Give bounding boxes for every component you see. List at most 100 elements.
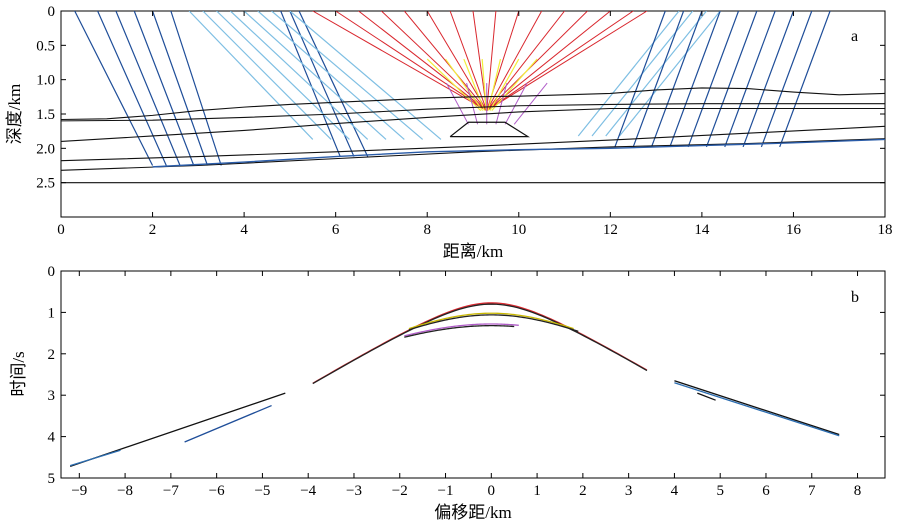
travel-time-segment [69, 449, 121, 467]
x-tick-label: −1 [438, 483, 454, 499]
panel-b-ylabel: 时间/s [9, 351, 28, 396]
x-tick-label: −5 [254, 483, 270, 499]
ray-path [97, 11, 167, 166]
x-tick-label: 10 [511, 222, 526, 238]
ray-red [449, 11, 488, 111]
x-tick-label: 12 [603, 222, 618, 238]
ray-path [687, 11, 740, 148]
x-tick-label: 0 [488, 483, 496, 499]
ray-path [202, 11, 332, 140]
ray-yellow [445, 58, 484, 111]
ray-path [115, 11, 181, 166]
panel-b-label: b [851, 289, 859, 306]
travel-time-segment [674, 382, 840, 437]
ray-path [669, 11, 721, 148]
interface-horizon-2 [61, 107, 885, 143]
x-tick-label: 6 [762, 483, 770, 499]
y-tick-label: 2.5 [36, 176, 55, 192]
ray-path [760, 11, 813, 148]
ray-path [619, 11, 721, 137]
curve-reflect-2 [404, 323, 519, 337]
ray-path [705, 11, 758, 148]
ray-path [151, 11, 209, 166]
interface-horizon-3 [61, 125, 885, 162]
ray-purple [495, 82, 508, 125]
panel-a-xlabel: 距离/km [443, 242, 503, 261]
ray-red [335, 11, 488, 111]
x-tick-label: 2 [579, 483, 587, 499]
ray-path [289, 11, 355, 157]
interface-horizon-1 [61, 103, 885, 122]
panel-a-plot-area [61, 11, 885, 184]
ray-red [358, 11, 488, 111]
x-tick-label: 16 [786, 222, 802, 238]
y-tick-label: 3 [48, 388, 56, 404]
ray-purple [446, 82, 469, 125]
travel-time-segment [184, 404, 272, 443]
panel-a-frame [60, 10, 886, 218]
x-tick-label: 3 [625, 483, 633, 499]
y-tick-label: 1.5 [36, 107, 55, 123]
ray-path [577, 11, 680, 137]
x-tick-label: 18 [878, 222, 893, 238]
panel-a-axes: 0 2 4 6 8 10 12 14 16 18 0 0.5 1.0 1.5 2.0 2.5 [36, 4, 892, 238]
x-tick-label: −4 [300, 483, 316, 499]
ray-yellow [487, 58, 502, 111]
ray-purple [504, 82, 528, 125]
panel-b-axes: −9 −8 −7 −6 −5 −4 −3 −2 −1 0 1 2 3 4 5 6 7 8 0 1 2 3 4 5 [48, 264, 885, 499]
y-tick-label: 0 [48, 4, 56, 20]
x-tick-label: −9 [71, 483, 87, 499]
ray-yellow [426, 58, 482, 112]
x-tick-label: 0 [57, 222, 65, 238]
structure-outline [449, 121, 531, 138]
ray-path [298, 11, 369, 157]
ray-red [312, 11, 487, 112]
y-tick-label: 0 [48, 264, 56, 280]
curve-direct-black [312, 303, 648, 385]
ray-purple [513, 82, 548, 125]
y-tick-label: 2 [48, 347, 56, 363]
y-tick-label: 1 [48, 305, 56, 321]
ray-red [381, 11, 488, 111]
ray-purple [466, 82, 479, 125]
panel-b: −9 −8 −7 −6 −5 −4 −3 −2 −1 0 1 2 3 4 5 6 7 8 0 1 2 3 4 5 b 偏移距/… [9, 264, 886, 522]
x-tick-label: 2 [149, 222, 157, 238]
x-tick-label: 7 [808, 483, 816, 499]
ray-red [426, 11, 488, 111]
panel-b-xlabel: 偏移距/km [434, 503, 511, 522]
deep-reflector [152, 138, 885, 168]
ray-path [74, 11, 154, 166]
interface-seafloor [61, 87, 885, 121]
ray-path [280, 11, 341, 157]
x-tick-label: 4 [671, 483, 679, 499]
y-tick-label: 1.0 [36, 73, 55, 89]
x-tick-label: −2 [392, 483, 408, 499]
ray-path [742, 11, 795, 148]
x-tick-label: 5 [716, 483, 724, 499]
ray-red [403, 11, 488, 111]
panel-a-label: a [851, 28, 858, 45]
ray-path [632, 11, 685, 148]
ray-yellow [481, 59, 487, 111]
x-tick-label: 14 [694, 222, 710, 238]
ray-yellow [489, 58, 520, 111]
x-tick-label: −6 [209, 483, 225, 499]
travel-time-segment [697, 392, 716, 401]
x-tick-label: 6 [332, 222, 340, 238]
y-tick-label: 5 [48, 471, 56, 487]
ray-red [486, 11, 543, 111]
ray-yellow [463, 58, 485, 111]
ray-path [243, 11, 387, 140]
x-tick-label: 8 [854, 483, 862, 499]
x-tick-label: −7 [163, 483, 179, 499]
curve-reflect-1-black [408, 314, 579, 332]
ray-path [779, 11, 831, 148]
ray-path [605, 11, 707, 137]
ray-path [289, 11, 442, 140]
x-tick-label: 1 [533, 483, 541, 499]
x-tick-label: −8 [117, 483, 133, 499]
ray-path [257, 11, 405, 140]
ray-path [188, 11, 314, 140]
ray-red [486, 11, 611, 111]
